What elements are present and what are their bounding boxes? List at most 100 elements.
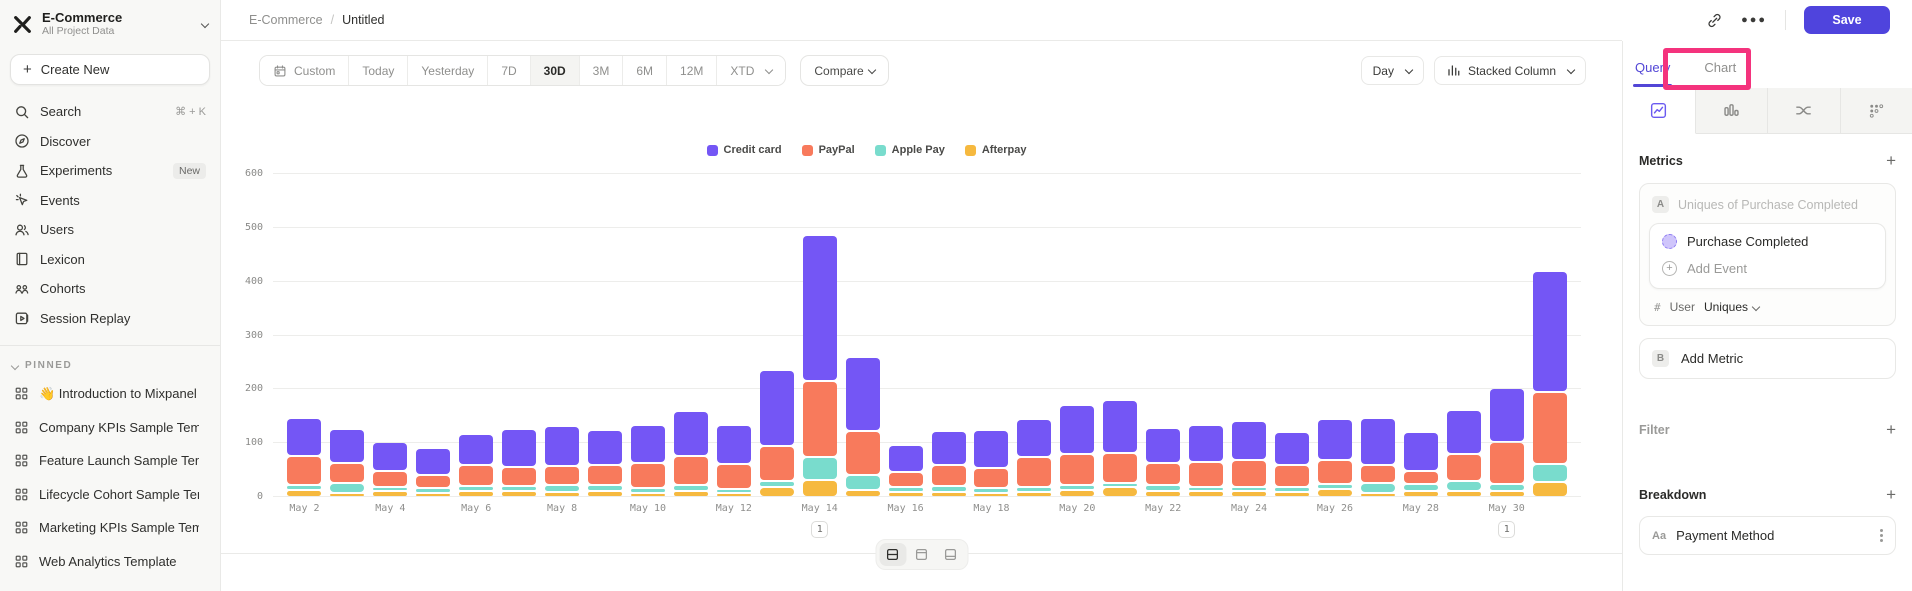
bar-may-21[interactable] (1099, 173, 1142, 496)
bar-segment-afterpay[interactable] (931, 492, 966, 496)
breakdown-options-button[interactable] (1880, 529, 1883, 542)
bar-segment-paypal[interactable] (1232, 460, 1267, 486)
bar-segment-afterpay[interactable] (1360, 494, 1395, 496)
bar-segment-paypal[interactable] (1017, 458, 1052, 487)
bar-segment-paypal[interactable] (630, 464, 665, 487)
bar-segment-apple-pay[interactable] (1360, 484, 1395, 492)
bar-may-14[interactable] (798, 173, 841, 496)
sidebar-item-discover[interactable]: Discover (6, 127, 214, 157)
bar-segment-paypal[interactable] (931, 465, 966, 486)
bar-segment-paypal[interactable] (1446, 454, 1481, 480)
add-breakdown-button[interactable]: + (1886, 485, 1896, 504)
bar-segment-paypal[interactable] (1317, 461, 1352, 484)
bar-segment-credit-card[interactable] (1317, 419, 1352, 460)
bar-segment-afterpay[interactable] (1103, 488, 1138, 496)
bar-may-5[interactable] (412, 173, 455, 496)
bar-segment-afterpay[interactable] (630, 494, 665, 496)
bar-may-30[interactable] (1485, 173, 1528, 496)
more-options-button[interactable]: ●●● (1741, 14, 1767, 26)
date-range-custom[interactable]: Custom (260, 56, 349, 85)
chart-only-view-toggle[interactable] (908, 543, 935, 566)
sidebar-item-search[interactable]: Search ⌘ + K (6, 97, 214, 127)
legend-item[interactable]: PayPal (801, 144, 855, 156)
bar-segment-paypal[interactable] (330, 463, 365, 482)
bar-segment-paypal[interactable] (1060, 455, 1095, 485)
bar-segment-afterpay[interactable] (1017, 493, 1052, 496)
bar-may-7[interactable] (498, 173, 541, 496)
bar-segment-afterpay[interactable] (287, 490, 322, 496)
date-range-12m[interactable]: 12M (666, 56, 717, 85)
bar-segment-apple-pay[interactable] (1532, 464, 1567, 481)
bar-segment-paypal[interactable] (1489, 443, 1524, 483)
bar-segment-paypal[interactable] (716, 465, 751, 488)
table-only-view-toggle[interactable] (937, 543, 964, 566)
bar-segment-afterpay[interactable] (673, 491, 708, 496)
bar-segment-credit-card[interactable] (373, 442, 408, 470)
copy-link-button[interactable] (1706, 12, 1723, 29)
tab-retention[interactable] (1841, 88, 1912, 133)
bar-segment-afterpay[interactable] (1189, 491, 1224, 496)
bar-segment-apple-pay[interactable] (759, 481, 794, 487)
bar-segment-apple-pay[interactable] (1275, 488, 1310, 492)
chart-type-dropdown[interactable]: Stacked Column (1433, 56, 1586, 85)
bar-segment-afterpay[interactable] (1060, 491, 1095, 496)
date-range-6m[interactable]: 6M (622, 56, 667, 85)
bar-segment-credit-card[interactable] (888, 446, 923, 472)
bar-segment-credit-card[interactable] (630, 425, 665, 463)
date-range-7d[interactable]: 7D (487, 56, 530, 85)
bar-segment-paypal[interactable] (888, 473, 923, 487)
bar-may-31[interactable] (1528, 173, 1571, 496)
bar-segment-paypal[interactable] (545, 467, 580, 485)
bar-segment-afterpay[interactable] (1317, 489, 1352, 496)
event-row-purchase-completed[interactable]: Purchase Completed (1650, 224, 1885, 259)
bar-may-18[interactable] (970, 173, 1013, 496)
bar-may-17[interactable] (927, 173, 970, 496)
bar-may-28[interactable] (1399, 173, 1442, 496)
bar-segment-credit-card[interactable] (1275, 433, 1310, 464)
pinned-board-item[interactable]: Company KPIs Sample Template (6, 411, 214, 445)
bar-segment-apple-pay[interactable] (802, 457, 837, 480)
bar-segment-apple-pay[interactable] (1103, 484, 1138, 487)
bar-may-29[interactable] (1442, 173, 1485, 496)
bar-segment-afterpay[interactable] (759, 488, 794, 496)
tab-query[interactable]: Query (1632, 60, 1673, 87)
bar-segment-credit-card[interactable] (545, 426, 580, 466)
bar-segment-credit-card[interactable] (1360, 418, 1395, 465)
bar-segment-credit-card[interactable] (673, 411, 708, 455)
bar-segment-afterpay[interactable] (373, 491, 408, 496)
annotation-badge[interactable]: 1 (811, 521, 829, 538)
bar-may-24[interactable] (1228, 173, 1271, 496)
bar-segment-afterpay[interactable] (1446, 491, 1481, 496)
bar-segment-afterpay[interactable] (502, 491, 537, 496)
bar-segment-apple-pay[interactable] (588, 486, 623, 490)
granularity-dropdown[interactable]: Day (1360, 56, 1424, 85)
bar-may-27[interactable] (1356, 173, 1399, 496)
date-range-yesterday[interactable]: Yesterday (407, 56, 488, 85)
bar-segment-credit-card[interactable] (1489, 389, 1524, 441)
bar-segment-paypal[interactable] (1189, 462, 1224, 486)
bar-segment-credit-card[interactable] (330, 430, 365, 462)
breakdown-payment-method[interactable]: Aa Payment Method (1639, 516, 1896, 555)
create-new-button[interactable]: + Create New (10, 54, 210, 85)
bar-segment-afterpay[interactable] (416, 493, 451, 496)
pinned-board-item[interactable]: 👋 Introduction to Mixpanel Boards (6, 377, 214, 411)
bar-segment-apple-pay[interactable] (373, 487, 408, 490)
bar-segment-afterpay[interactable] (545, 492, 580, 496)
bar-may-13[interactable] (755, 173, 798, 496)
bar-may-22[interactable] (1142, 173, 1185, 496)
bar-segment-apple-pay[interactable] (1017, 488, 1052, 492)
bar-segment-credit-card[interactable] (416, 449, 451, 474)
bar-segment-apple-pay[interactable] (1317, 485, 1352, 488)
sidebar-item-events[interactable]: Events (6, 186, 214, 216)
bar-segment-paypal[interactable] (1360, 466, 1395, 483)
bar-segment-paypal[interactable] (588, 465, 623, 485)
bar-segment-credit-card[interactable] (588, 430, 623, 464)
bar-segment-afterpay[interactable] (716, 494, 751, 496)
bar-segment-afterpay[interactable] (330, 494, 365, 496)
bar-segment-credit-card[interactable] (1146, 429, 1181, 462)
bar-segment-credit-card[interactable] (759, 371, 794, 445)
bar-segment-apple-pay[interactable] (1146, 486, 1181, 490)
bar-segment-paypal[interactable] (373, 471, 408, 486)
add-metric-plus-button[interactable]: + (1886, 151, 1896, 170)
bar-segment-credit-card[interactable] (1446, 411, 1481, 453)
